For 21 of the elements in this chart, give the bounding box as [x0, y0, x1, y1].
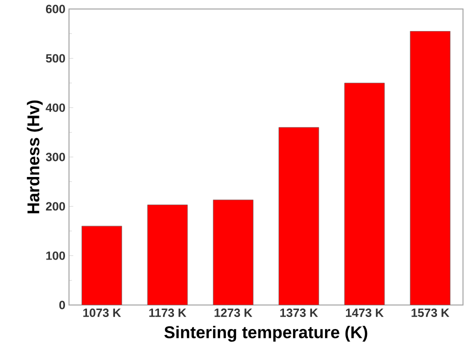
- y-tick-label: 0: [59, 300, 65, 310]
- bar: [82, 226, 122, 305]
- x-axis-title: Sintering temperature (K): [164, 326, 368, 342]
- bar: [344, 83, 384, 305]
- bar: [213, 200, 254, 305]
- x-tick-label: 1373 K: [280, 308, 318, 318]
- x-tick-label: 1473 K: [346, 308, 384, 318]
- y-tick-label: 600: [46, 4, 65, 14]
- x-tick-label: 1273 K: [214, 308, 252, 318]
- bar: [410, 31, 450, 305]
- bar: [148, 204, 188, 305]
- x-tick-label: 1573 K: [412, 308, 450, 318]
- y-tick-label: 200: [46, 202, 65, 211]
- bar: [278, 127, 319, 305]
- y-axis-title: Hardness (Hv): [26, 100, 43, 214]
- y-tick-label: 300: [46, 152, 65, 162]
- x-tick-label: 1173 K: [149, 308, 186, 318]
- y-tick-label: 500: [46, 54, 65, 63]
- x-tick-label: 1073 K: [83, 308, 121, 318]
- y-tick-label: 100: [46, 251, 65, 260]
- y-tick-label: 400: [46, 103, 65, 112]
